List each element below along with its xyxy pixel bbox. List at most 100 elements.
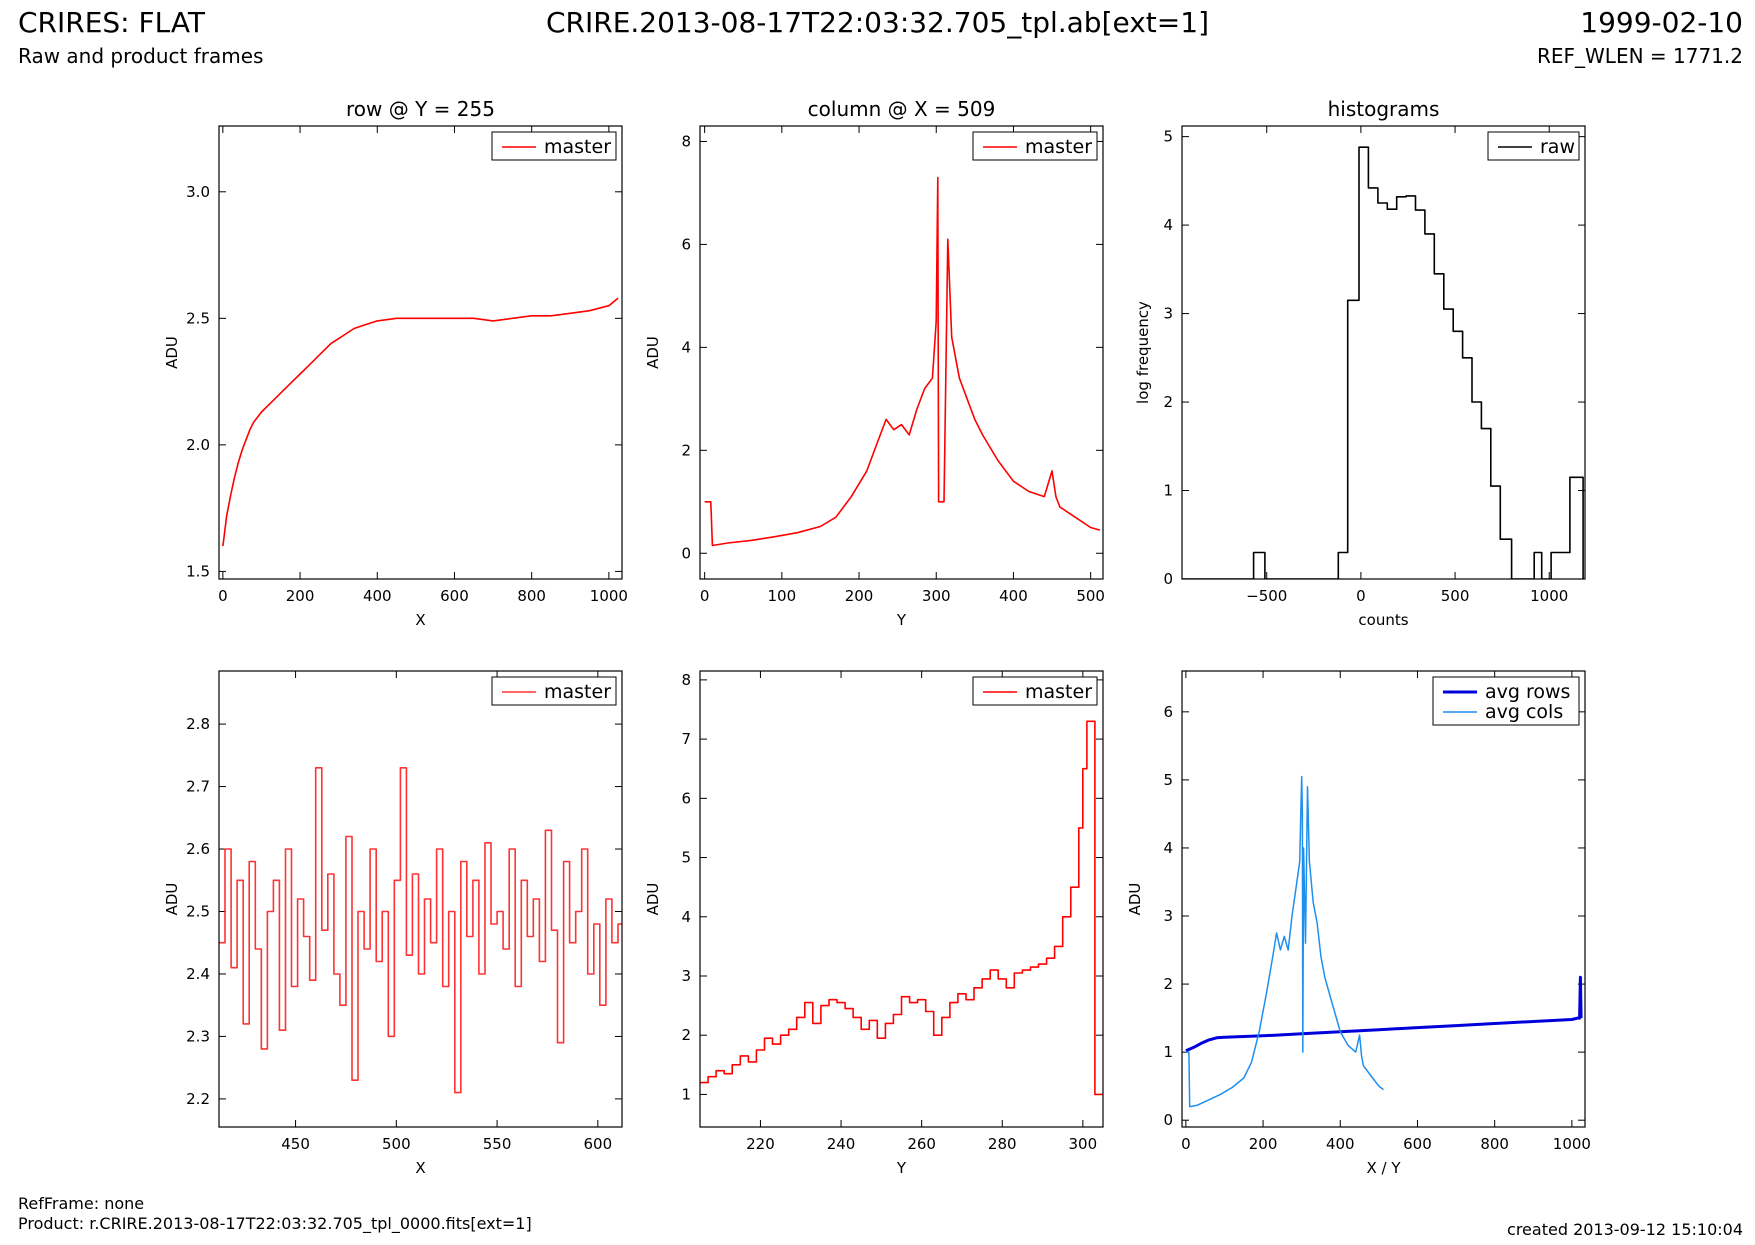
y-tick-label: 2.4 [186, 965, 210, 983]
y-tick-label: 4 [1163, 839, 1173, 857]
x-tick-label: 600 [583, 1135, 612, 1153]
x-tick-label: 1000 [1553, 1135, 1591, 1153]
y-tick-label: 2.0 [186, 436, 210, 454]
legend-label: avg cols [1485, 701, 1563, 723]
x-tick-label: 220 [746, 1135, 775, 1153]
x-tick-label: 800 [1480, 1135, 1509, 1153]
legend-label: master [544, 681, 611, 703]
x-tick-label: 450 [281, 1135, 310, 1153]
y-tick-label: 3 [681, 967, 691, 985]
x-tick-label: 500 [1441, 587, 1470, 605]
y-tick-label: 7 [681, 730, 691, 748]
y-tick-label: 3 [1163, 907, 1173, 925]
legend-box [972, 676, 1098, 706]
y-axis-label: ADU [644, 336, 662, 369]
subplot-6: 0 200 400 600 800 1000 0 1 2 3 4 5 6 X / Y ADU avg rows… [1126, 670, 1591, 1177]
x-tick-label: 600 [1403, 1135, 1432, 1153]
y-axis-label: ADU [163, 336, 181, 369]
legend-box [491, 131, 617, 161]
legend-box [1487, 131, 1580, 161]
axes-frame [218, 670, 623, 1128]
y-tick-label: 2.5 [186, 902, 210, 920]
series-master [700, 720, 1103, 1096]
ref-wavelength: REF_WLEN = 1771.2 [1536, 44, 1743, 68]
y-tick-label: 2.8 [186, 715, 210, 733]
y-tick-label: 4 [681, 338, 691, 356]
x-axis-label: counts [1358, 611, 1408, 629]
plot-area [222, 297, 619, 547]
x-tick-label: 200 [286, 587, 315, 605]
plot-area [704, 176, 1101, 547]
y-tick-label: 0 [1163, 570, 1173, 588]
y-tick-label: 2.7 [186, 778, 210, 796]
x-tick-label: 550 [483, 1135, 512, 1153]
file-name: CRIRE.2013-08-17T22:03:32.705_tpl.ab[ext… [545, 6, 1209, 39]
subplot-title: column @ X = 509 [808, 97, 996, 121]
x-axis-label: X [415, 611, 425, 629]
created-timestamp: created 2013-09-12 15:10:04 [1507, 1220, 1743, 1239]
y-tick-label: 5 [1163, 128, 1173, 146]
y-axis-label: ADU [1126, 883, 1144, 916]
y-tick-label: 2.3 [186, 1027, 210, 1045]
x-tick-label: 100 [768, 587, 797, 605]
subplot-5: 220 240 260 280 300 1 2 3 4 5 6 7 8 Y ADU master [644, 670, 1104, 1177]
report-title: CRIRES: FLAT [18, 6, 205, 39]
product-label: Product: r.CRIRE.2013-08-17T22:03:32.705… [18, 1214, 532, 1233]
y-tick-label: 6 [1163, 703, 1173, 721]
y-tick-label: 2.2 [186, 1090, 210, 1108]
legend: master [491, 131, 617, 161]
x-tick-label: 280 [988, 1135, 1017, 1153]
y-tick-label: 1 [1163, 482, 1173, 500]
y-tick-label: 8 [681, 132, 691, 150]
y-tick-label: 3 [1163, 305, 1173, 323]
x-tick-label: 800 [517, 587, 546, 605]
subplot-title: histograms [1328, 97, 1440, 121]
y-tick-label: 2.5 [186, 309, 210, 327]
y-tick-label: 8 [681, 671, 691, 689]
x-tick-label: 300 [1069, 1135, 1098, 1153]
y-tick-label: 2 [1163, 393, 1173, 411]
legend: raw [1487, 131, 1580, 161]
axes-frame [1181, 125, 1586, 580]
x-tick-label: 0 [1181, 1135, 1191, 1153]
legend-label: raw [1540, 136, 1575, 158]
x-axis-label: X [415, 1159, 425, 1177]
y-tick-label: 5 [681, 849, 691, 867]
legend-box [972, 131, 1098, 161]
x-axis-label: X / Y [1366, 1159, 1401, 1177]
y-tick-label: 0 [1163, 1111, 1173, 1129]
y-tick-label: 6 [681, 235, 691, 253]
y-tick-label: 2 [681, 1026, 691, 1044]
observation-date: 1999-02-10 [1580, 6, 1743, 39]
x-tick-label: 1000 [1530, 587, 1568, 605]
y-axis-label: ADU [163, 883, 181, 916]
axes-frame [1181, 670, 1586, 1128]
y-tick-label: 2 [681, 441, 691, 459]
legend-box [491, 676, 617, 706]
y-axis-label: ADU [644, 883, 662, 916]
x-axis-label: Y [896, 611, 907, 629]
refframe-label: RefFrame: none [18, 1194, 145, 1213]
subplot-2: 0 100 200 300 400 500 0 2 4 6 8 column @ X = 509 Y AD… [644, 97, 1105, 629]
y-tick-label: 4 [1163, 216, 1173, 234]
axes-frame [699, 125, 1104, 580]
y-tick-label: 2.6 [186, 840, 210, 858]
x-tick-label: 0 [1356, 587, 1366, 605]
y-tick-label: 3.0 [186, 183, 210, 201]
y-tick-label: 6 [681, 789, 691, 807]
y-tick-label: 1 [1163, 1043, 1173, 1061]
legend: master [972, 131, 1098, 161]
axes-frame [699, 670, 1104, 1128]
y-tick-label: 1.5 [186, 562, 210, 580]
report-subtitle: Raw and product frames [18, 44, 264, 68]
x-tick-label: 1000 [590, 587, 628, 605]
legend: master [972, 676, 1098, 706]
x-tick-label: 0 [700, 587, 710, 605]
series-master [219, 766, 622, 1094]
subplot-4: 450 500 550 600 2.2 2.3 2.4 2.5 2.6 2.7 2.8 X ADU mas… [163, 670, 623, 1177]
x-tick-label: 240 [827, 1135, 856, 1153]
subplot-1: 0 200 400 600 800 1000 1.5 2.0 2.5 3.0 row @ Y = 2… [163, 97, 628, 629]
y-tick-label: 0 [681, 544, 691, 562]
series-master [222, 297, 619, 547]
x-tick-label: 600 [440, 587, 469, 605]
